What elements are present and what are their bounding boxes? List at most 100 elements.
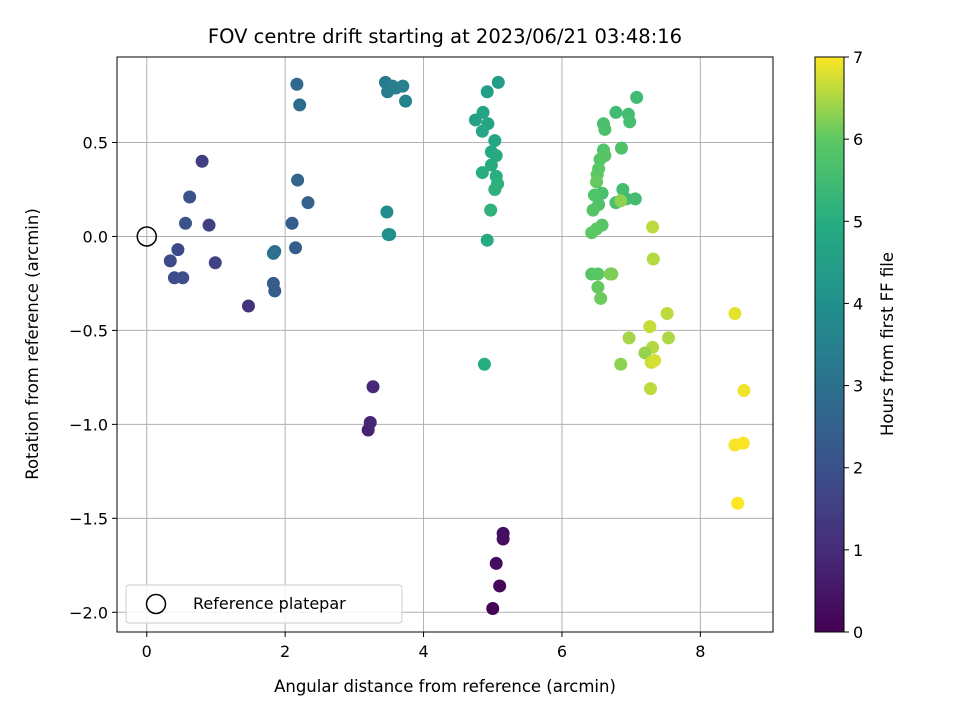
data-point bbox=[493, 579, 507, 593]
data-point bbox=[290, 77, 304, 91]
y-tick-label: 0.5 bbox=[83, 133, 108, 152]
y-axis-label: Rotation from reference (arcmin) bbox=[23, 208, 42, 480]
data-point bbox=[660, 306, 674, 320]
y-tick-label: −1.0 bbox=[69, 415, 108, 434]
x-tick-label: 8 bbox=[695, 642, 705, 661]
plot-area: 0 2 4 6 8 0.5 0.0 −0.5 −1.0 −1.5 −2.0 bbox=[69, 56, 774, 661]
data-point bbox=[179, 216, 193, 230]
data-point bbox=[475, 124, 489, 138]
data-point bbox=[366, 380, 380, 394]
data-point bbox=[594, 291, 608, 305]
data-point bbox=[648, 353, 662, 367]
colorbar-tick-label: 3 bbox=[853, 377, 863, 396]
data-point bbox=[591, 267, 605, 281]
data-point bbox=[586, 203, 600, 217]
x-axis-label: Angular distance from reference (arcmin) bbox=[274, 677, 616, 696]
data-point bbox=[477, 357, 491, 371]
x-tick-label: 0 bbox=[142, 642, 152, 661]
colorbar-ticks: 0 1 2 3 4 5 6 7 bbox=[844, 48, 863, 642]
data-point bbox=[662, 331, 676, 345]
data-point bbox=[476, 105, 490, 119]
data-point bbox=[614, 357, 628, 371]
data-point bbox=[202, 218, 216, 232]
data-point bbox=[176, 271, 190, 285]
data-point bbox=[484, 158, 498, 172]
colorbar-tick-label: 4 bbox=[853, 294, 863, 313]
data-point bbox=[208, 256, 222, 270]
data-point bbox=[731, 496, 745, 510]
legend-label-reference: Reference platepar bbox=[193, 594, 346, 613]
data-point bbox=[480, 85, 494, 99]
colorbar-tick-label: 5 bbox=[853, 212, 863, 231]
data-point bbox=[630, 90, 644, 104]
data-point bbox=[489, 556, 503, 570]
data-point bbox=[486, 602, 500, 616]
data-point bbox=[488, 134, 502, 148]
grid bbox=[117, 57, 773, 632]
x-tick-label: 4 bbox=[418, 642, 428, 661]
data-point bbox=[737, 384, 751, 398]
colorbar-tick-label: 0 bbox=[853, 623, 863, 642]
data-point bbox=[380, 205, 394, 219]
colorbar-label: Hours from first FF file bbox=[878, 252, 897, 436]
reference-marker-layer bbox=[136, 226, 158, 247]
data-point bbox=[268, 284, 282, 298]
colorbar-tick-label: 7 bbox=[853, 48, 863, 67]
colorbar: 0 1 2 3 4 5 6 7 Hours from first FF file bbox=[814, 48, 897, 642]
data-point bbox=[614, 141, 628, 155]
data-point bbox=[291, 173, 305, 187]
colorbar-tick-label: 1 bbox=[853, 541, 863, 560]
data-point bbox=[598, 122, 612, 136]
data-point bbox=[163, 254, 177, 268]
data-point bbox=[644, 382, 658, 396]
y-tick-label: −1.5 bbox=[69, 509, 108, 528]
data-point bbox=[285, 216, 299, 230]
data-point bbox=[399, 94, 413, 108]
data-point bbox=[643, 320, 657, 334]
data-point bbox=[241, 299, 255, 313]
scatter-points bbox=[163, 75, 751, 616]
data-point bbox=[383, 228, 397, 242]
plot-frame bbox=[116, 56, 774, 633]
data-point bbox=[622, 331, 636, 345]
legend: Reference platepar bbox=[125, 584, 403, 624]
colorbar-gradient bbox=[815, 57, 844, 632]
y-tick-label: −2.0 bbox=[69, 603, 108, 622]
colorbar-tick-label: 2 bbox=[853, 459, 863, 478]
data-point bbox=[646, 220, 660, 234]
data-point bbox=[628, 192, 642, 206]
reference-marker bbox=[136, 226, 158, 247]
y-axis-ticks: 0.5 0.0 −0.5 −1.0 −1.5 −2.0 bbox=[69, 133, 117, 622]
data-point bbox=[480, 233, 494, 247]
data-point bbox=[171, 243, 185, 257]
data-point bbox=[646, 252, 660, 266]
x-axis-ticks: 0 2 4 6 8 bbox=[142, 632, 705, 661]
x-tick-label: 2 bbox=[280, 642, 290, 661]
data-point bbox=[183, 190, 197, 204]
x-tick-label: 6 bbox=[557, 642, 567, 661]
data-point bbox=[293, 98, 307, 112]
data-point bbox=[488, 182, 502, 196]
colorbar-tick-label: 6 bbox=[853, 130, 863, 149]
y-tick-label: −0.5 bbox=[69, 321, 108, 340]
data-point bbox=[289, 241, 303, 255]
data-point bbox=[266, 246, 280, 260]
data-point bbox=[638, 346, 652, 360]
data-point bbox=[590, 175, 604, 189]
data-point bbox=[363, 415, 377, 429]
data-point bbox=[484, 203, 498, 217]
data-point bbox=[614, 194, 628, 208]
data-point bbox=[491, 75, 505, 89]
legend-marker-reference bbox=[145, 593, 167, 615]
data-point bbox=[609, 105, 623, 119]
legend-box bbox=[125, 584, 403, 624]
data-point bbox=[475, 166, 489, 180]
chart-title: FOV centre drift starting at 2023/06/21 … bbox=[208, 25, 682, 48]
data-point bbox=[623, 115, 637, 129]
colorbar-frame bbox=[814, 56, 845, 633]
y-tick-label: 0.0 bbox=[83, 227, 108, 246]
data-point bbox=[585, 226, 599, 240]
data-point bbox=[605, 267, 619, 281]
data-point bbox=[195, 154, 209, 168]
